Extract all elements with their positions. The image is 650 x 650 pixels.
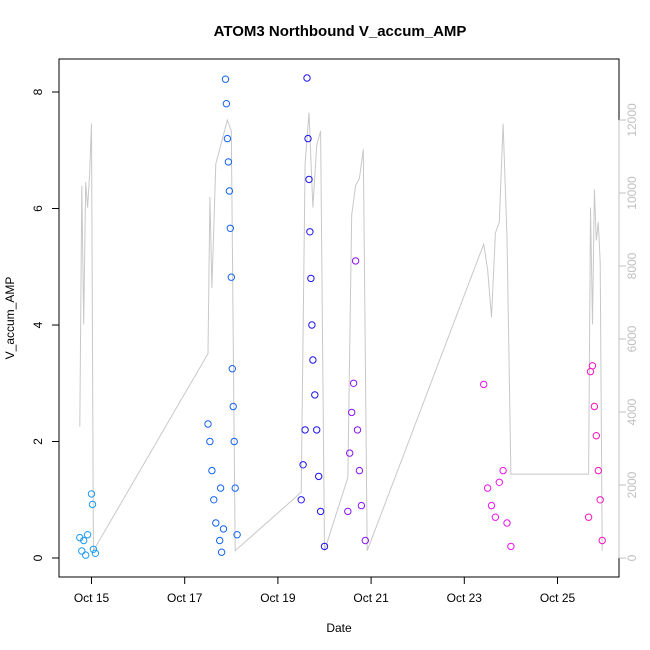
data-point (316, 507, 325, 516)
line-layer (79, 112, 603, 553)
y-tick-label: 0 (31, 554, 45, 561)
data-point (308, 321, 316, 329)
data-point (307, 274, 315, 283)
data-point (208, 466, 216, 475)
x-tick-label: Oct 25 (540, 591, 576, 605)
data-point (361, 536, 369, 545)
data-point (313, 426, 321, 434)
data-point (304, 134, 312, 143)
data-point (355, 466, 364, 475)
data-point (353, 426, 362, 434)
y2-tick-label: 2000 (625, 471, 639, 498)
data-point (344, 507, 352, 516)
data-point (225, 187, 234, 195)
data-point (87, 490, 96, 498)
y2-tick-label: 6000 (625, 325, 639, 352)
y2-tick-label: 8000 (625, 252, 639, 279)
x-tick-label: Oct 15 (74, 591, 110, 605)
data-point (590, 402, 599, 411)
data-point (219, 525, 228, 533)
y2-tick-label: 12000 (625, 103, 639, 137)
data-point (588, 362, 597, 370)
data-point (212, 519, 220, 527)
x-axis: Oct 15 Oct 17 Oct 19 Oct 21 Oct 23 Oct 25 (74, 576, 576, 605)
data-point (221, 75, 230, 83)
data-point (299, 461, 307, 469)
data-point (83, 531, 92, 539)
data-point (483, 484, 492, 492)
data-point (499, 466, 507, 475)
data-point (217, 548, 226, 556)
data-point (80, 536, 88, 545)
x-tick-label: Oct 17 (167, 591, 203, 605)
data-point (346, 449, 354, 457)
data-point (224, 158, 233, 166)
data-point (507, 542, 515, 551)
y-tick-label: 6 (31, 205, 45, 212)
data-point (231, 484, 239, 492)
data-point (89, 545, 98, 553)
data-point (78, 547, 86, 555)
data-point (229, 402, 237, 411)
data-point (503, 519, 511, 527)
y-axis: 0 2 4 6 8 (31, 88, 60, 561)
data-point (596, 496, 604, 504)
data-point (297, 496, 305, 504)
data-point (303, 74, 311, 82)
right-axis: 0 2000 4000 6000 8000 10000 12000 (618, 103, 639, 561)
data-point (305, 175, 313, 184)
data-point (226, 224, 235, 233)
y2-tick-label: 0 (625, 554, 639, 561)
data-point (82, 551, 90, 559)
data-point (227, 273, 236, 281)
plot-frame (58, 58, 620, 578)
data-point (584, 513, 593, 521)
data-point (349, 379, 358, 387)
data-point (480, 380, 488, 389)
data-point (233, 531, 241, 539)
series-line (79, 112, 603, 553)
x-tick-label: Oct 19 (260, 591, 296, 605)
data-point (306, 228, 314, 236)
data-point (311, 391, 319, 399)
data-point (210, 496, 218, 504)
point-layer (76, 74, 606, 559)
data-point (594, 466, 602, 475)
x-tick-label: Oct 21 (353, 591, 389, 605)
chart-title: ATOM3 Northbound V_accum_AMP (214, 23, 467, 40)
data-point (91, 549, 100, 557)
data-point (495, 478, 503, 486)
y2-tick-label: 10000 (625, 176, 639, 210)
data-point (315, 472, 323, 481)
data-point (309, 356, 317, 364)
y-tick-label: 2 (31, 438, 45, 445)
x-axis-label: Date (326, 621, 352, 635)
data-point (206, 437, 214, 446)
x-tick-label: Oct 23 (447, 591, 483, 605)
data-point (204, 420, 212, 428)
data-point (222, 100, 231, 108)
data-point (357, 501, 366, 510)
data-point (491, 513, 500, 521)
data-point (216, 536, 224, 545)
data-point (320, 542, 329, 551)
data-point (487, 501, 496, 510)
data-point (230, 437, 238, 446)
data-point (351, 257, 360, 265)
data-point (301, 426, 309, 434)
data-point (88, 500, 97, 509)
y2-tick-label: 4000 (625, 398, 639, 425)
data-point (592, 432, 600, 440)
y-tick-label: 4 (31, 321, 45, 328)
data-point (348, 408, 356, 417)
data-point (216, 484, 225, 492)
data-point (598, 536, 606, 545)
data-point (228, 365, 237, 373)
data-point (223, 134, 232, 143)
y-tick-label: 8 (31, 88, 45, 95)
y-axis-label: V_accum_AMP (3, 277, 17, 360)
